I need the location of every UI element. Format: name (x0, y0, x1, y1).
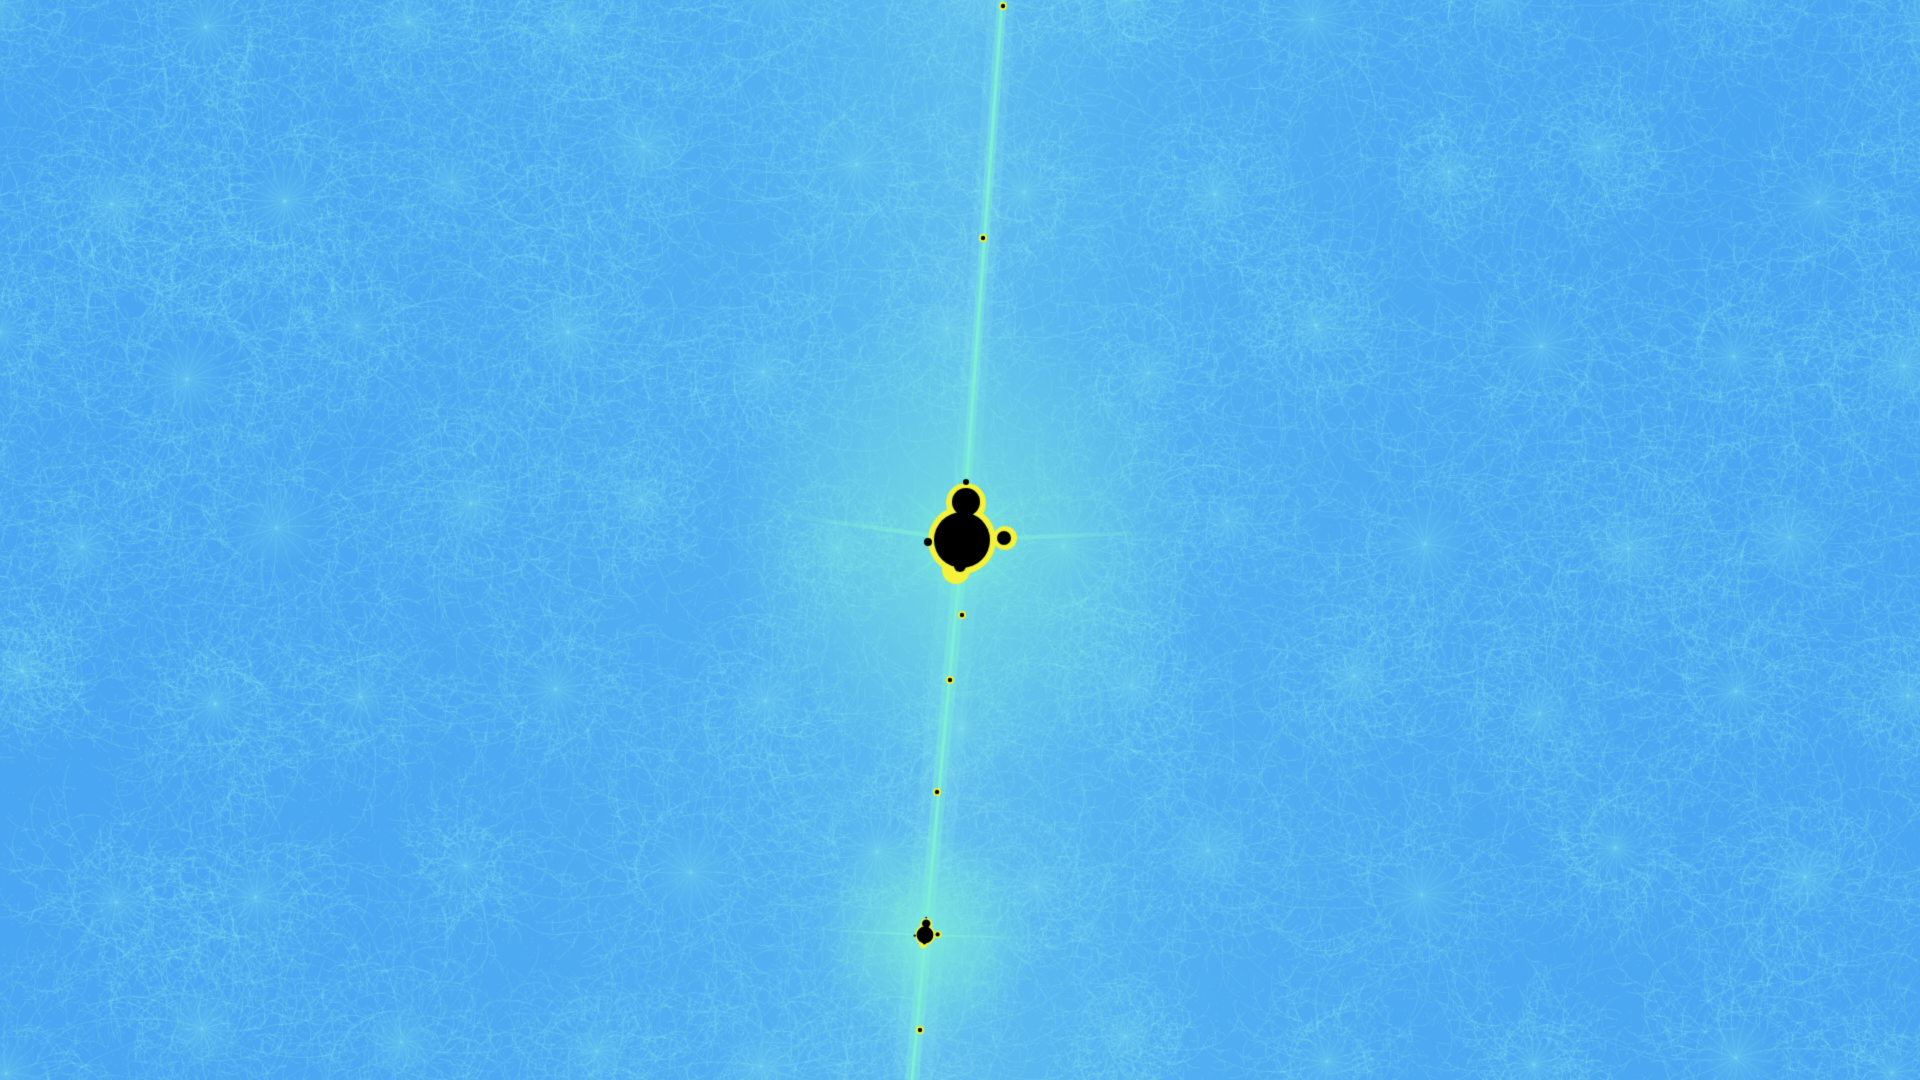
mandelbrot-fractal-image (0, 0, 1920, 1080)
fractal-viewport[interactable] (0, 0, 1920, 1080)
